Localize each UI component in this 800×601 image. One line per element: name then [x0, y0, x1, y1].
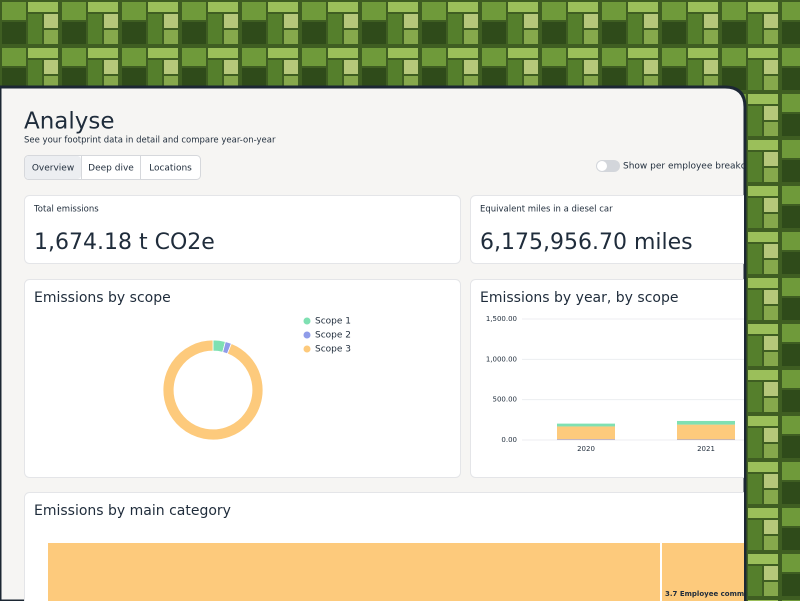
card: [24, 195, 461, 264]
chart-title: Emissions by scope: [34, 290, 171, 306]
card-label: Equivalent miles in a diesel car: [480, 205, 613, 215]
tab[interactable]: Locations: [149, 164, 192, 174]
card-value: 1,674.18 t CO2e: [34, 230, 215, 255]
card-label: Total emissions: [33, 205, 99, 215]
y-tick-label: 1,500.00: [486, 315, 517, 323]
card-value: 6,175,956.70 miles: [480, 230, 693, 255]
legend-swatch: [303, 331, 311, 339]
x-tick-label: 2020: [577, 445, 595, 453]
treemap-cell: [48, 543, 660, 601]
toggle-knob: [597, 161, 607, 171]
card: [470, 279, 744, 478]
toggle-label[interactable]: Show per employee breakdow: [623, 162, 759, 172]
page-title: Analyse: [24, 109, 115, 135]
bar-segment: [677, 420, 735, 425]
bar-segment: [557, 423, 615, 427]
bar-segment: [677, 424, 735, 440]
tab-active-bg: [25, 156, 81, 179]
bar-segment: [557, 439, 615, 440]
page-subtitle: See your footprint data in detail and co…: [24, 136, 276, 146]
content: Analyse See your footprint data in detai…: [24, 109, 759, 601]
donut-chart: Scope 1 Scope 2 Scope 3: [162, 317, 351, 441]
bar-segment: [557, 426, 615, 440]
bar-chart: 0.00 500.00 1,000.00 1,500.00 2020 2021: [486, 315, 744, 453]
legend-label: Scope 2: [315, 331, 351, 341]
legend-label: Scope 1: [315, 317, 351, 327]
treemap-cell: [662, 543, 744, 601]
y-tick-label: 1,000.00: [486, 355, 517, 363]
legend-swatch: [303, 317, 311, 325]
card: [470, 195, 744, 264]
tab[interactable]: Overview: [32, 164, 74, 174]
x-tick-label: 2021: [697, 445, 715, 453]
tab[interactable]: Deep dive: [88, 164, 134, 174]
chart-title: Emissions by year, by scope: [480, 290, 678, 306]
legend-label: Scope 3: [315, 345, 351, 355]
y-tick-label: 500.00: [493, 396, 518, 404]
card: [24, 279, 461, 478]
chart-title: Emissions by main category: [34, 503, 231, 519]
donut-slice: [162, 339, 264, 441]
legend-swatch: [303, 345, 311, 353]
treemap-label: 3.7 Employee commu: [665, 590, 749, 598]
y-tick-label: 0.00: [501, 436, 517, 444]
